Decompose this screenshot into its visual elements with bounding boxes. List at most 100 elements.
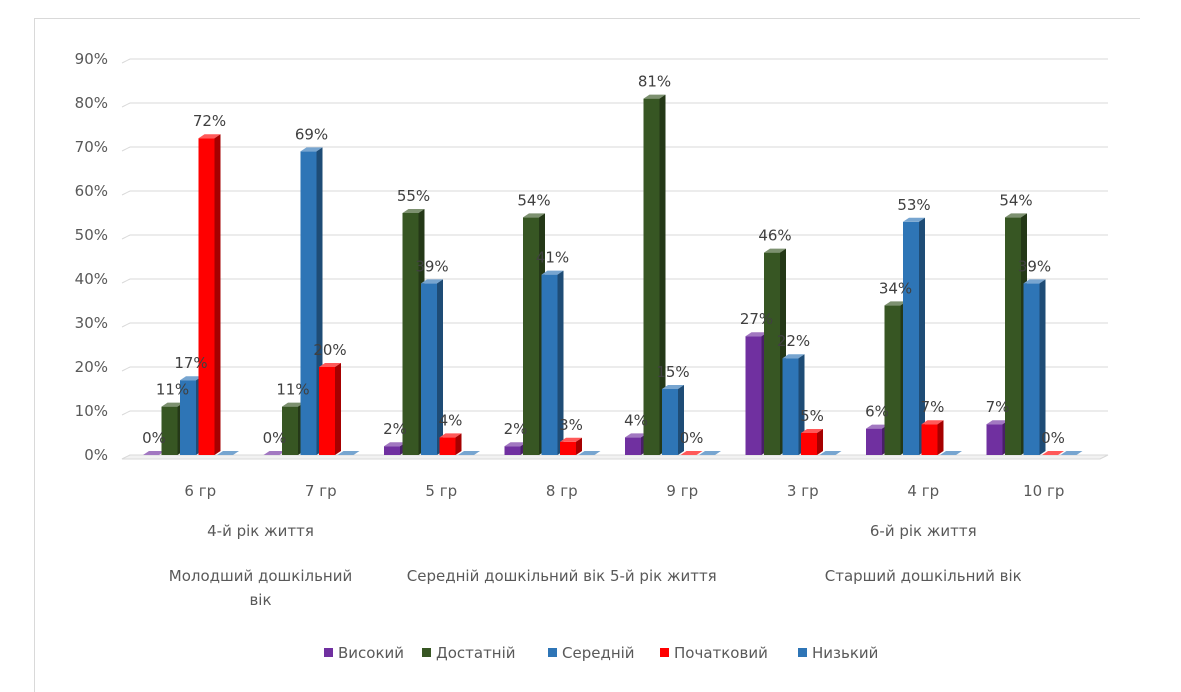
y-tick-label: 60%: [75, 182, 108, 200]
gridline-depth: [121, 366, 131, 372]
chart-floor: [121, 454, 1109, 460]
bar-1-7: [1005, 217, 1021, 455]
bar-top-1-1: [282, 402, 304, 407]
bar-0-4: [625, 437, 641, 455]
gridline-depth: [121, 410, 131, 416]
bar-2-5: [782, 358, 799, 455]
bar-top-1-7: [1005, 213, 1027, 218]
bar-3-0: [198, 138, 215, 455]
y-tick-label: 0%: [84, 446, 108, 464]
legend-swatch: [422, 648, 431, 657]
bar-top-0-0: [143, 451, 165, 455]
data-label: 20%: [313, 341, 346, 359]
y-tick-label: 70%: [75, 138, 108, 156]
data-label: 11%: [156, 381, 189, 399]
bar-top-2-5: [782, 354, 805, 359]
x-category-label: 8 гр: [546, 482, 578, 500]
data-label: 39%: [1018, 257, 1051, 275]
gridline-depth: [121, 278, 131, 284]
bar-side-3-2: [455, 433, 462, 455]
data-label: 41%: [536, 249, 569, 267]
gridline-depth: [121, 234, 131, 240]
data-label: 4%: [624, 411, 648, 429]
data-label: 5%: [800, 407, 824, 425]
y-tick-label: 20%: [75, 358, 108, 376]
data-label: 22%: [777, 332, 810, 350]
y-tick-label: 40%: [75, 270, 108, 288]
bar-top-1-5: [764, 248, 786, 253]
bar-2-4: [662, 389, 678, 455]
bar-1-6: [884, 305, 901, 455]
x-category-label: 4 гр: [907, 482, 939, 500]
bar-side-2-2: [437, 279, 443, 455]
bar-top-3-0: [198, 134, 221, 139]
bar-top-3-6: [921, 420, 944, 425]
bar-top-2-3: [541, 270, 564, 275]
x-group-label: Старший дошкільний вік: [825, 567, 1022, 585]
bar-3-1: [319, 367, 335, 455]
bar-3-6: [921, 424, 938, 455]
x-category-label: 3 гр: [787, 482, 819, 500]
y-tick-label: 30%: [75, 314, 108, 332]
data-label: 72%: [193, 112, 226, 130]
legend-label: Низький: [812, 644, 878, 662]
bar-top-1-2: [402, 209, 425, 213]
x-age-label: 6-й рік життя: [870, 522, 977, 540]
bar-top-3-7: [1042, 451, 1064, 455]
bar-0-5: [745, 336, 762, 455]
gridline-depth: [121, 322, 131, 328]
bar-top-0-5: [745, 332, 768, 337]
x-category-label: 5 гр: [425, 482, 457, 500]
bar-0-3: [504, 446, 521, 455]
legend-swatch: [798, 648, 807, 657]
bar-side-3-1: [335, 363, 341, 455]
bar-2-2: [421, 283, 437, 455]
y-tick-label: 90%: [75, 50, 108, 68]
gridline-depth: [121, 190, 131, 196]
bar-2-0: [180, 380, 196, 455]
y-tick-label: 10%: [75, 402, 108, 420]
bar-side-3-5: [817, 429, 823, 455]
data-label: 0%: [263, 429, 287, 447]
bar-top-0-1: [263, 451, 286, 455]
legend-swatch: [324, 648, 333, 657]
bar-side-3-0: [214, 134, 221, 455]
bar-3-5: [801, 433, 817, 455]
bar-top-3-1: [319, 363, 341, 367]
bar-top-0-6: [866, 424, 888, 429]
data-label: 0%: [1041, 429, 1065, 447]
bar-top-0-2: [384, 442, 406, 447]
bar-top-2-4: [662, 385, 684, 389]
bar-1-4: [643, 98, 660, 455]
bar-top-3-4: [680, 451, 703, 455]
legend-swatch: [548, 648, 557, 657]
gridline-depth: [121, 146, 131, 152]
bar-top-1-3: [523, 213, 545, 218]
bar-top-0-3: [504, 442, 527, 447]
bar-top-4-6: [940, 451, 962, 455]
bar-2-1: [300, 151, 317, 455]
bar-top-4-7: [1060, 451, 1083, 455]
data-label: 81%: [638, 73, 671, 91]
chart-frame-left: [34, 18, 35, 692]
bar-top-4-4: [699, 451, 721, 455]
data-label: 55%: [397, 187, 430, 205]
bar-top-1-0: [161, 402, 184, 407]
data-label: 54%: [999, 191, 1032, 209]
bar-0-6: [866, 428, 882, 455]
bar-side-2-6: [919, 217, 925, 455]
bar-1-0: [161, 406, 178, 455]
bar-top-2-1: [300, 147, 323, 152]
bar-top-0-4: [625, 433, 647, 438]
bar-side-2-7: [1039, 279, 1046, 455]
x-age-label: 4-й рік життя: [207, 522, 314, 540]
bar-2-6: [903, 221, 919, 455]
bar-2-3: [541, 274, 558, 455]
bar-side-2-4: [678, 385, 684, 455]
bar-top-4-0: [217, 451, 239, 455]
data-label: 46%: [758, 227, 791, 245]
gridline-depth: [121, 58, 131, 64]
data-label: 34%: [879, 279, 912, 297]
